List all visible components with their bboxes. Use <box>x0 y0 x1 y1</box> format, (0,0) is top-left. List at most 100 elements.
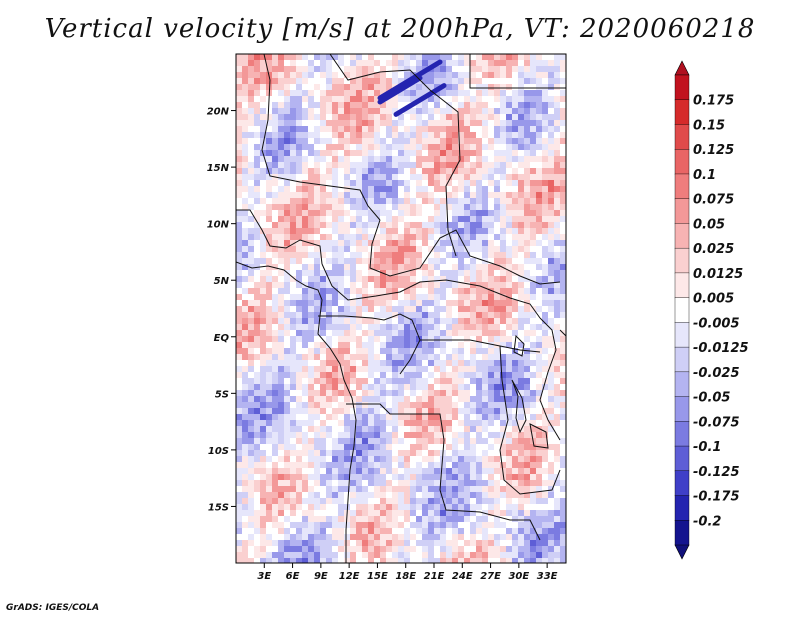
field-cell <box>428 426 435 433</box>
field-cell <box>368 114 375 121</box>
field-cell <box>416 420 423 427</box>
field-cell <box>464 60 471 67</box>
field-cell <box>452 162 459 169</box>
field-cell <box>518 78 525 85</box>
field-cell <box>368 174 375 181</box>
field-cell <box>494 390 501 397</box>
field-cell <box>320 144 327 151</box>
field-cell <box>326 480 333 487</box>
field-cell <box>368 468 375 475</box>
field-cell <box>296 234 303 241</box>
field-cell <box>350 234 357 241</box>
field-cell <box>458 342 465 349</box>
field-cell <box>452 474 459 481</box>
field-cell <box>374 438 381 445</box>
field-cell <box>284 408 291 415</box>
field-cell <box>254 228 261 235</box>
field-cell <box>272 450 279 457</box>
field-cell <box>290 384 297 391</box>
field-cell <box>380 366 387 373</box>
field-cell <box>548 504 555 511</box>
field-cell <box>482 552 489 559</box>
colorbar-label: -0.05 <box>693 391 730 406</box>
field-cell <box>470 486 477 493</box>
field-cell <box>428 126 435 133</box>
field-cell <box>530 132 537 139</box>
field-cell <box>446 372 453 379</box>
field-cell <box>332 432 339 439</box>
field-cell <box>278 330 285 337</box>
field-cell <box>272 396 279 403</box>
field-cell <box>374 54 381 61</box>
field-cell <box>344 534 351 541</box>
field-cell <box>302 474 309 481</box>
field-cell <box>248 54 255 61</box>
field-cell <box>242 102 249 109</box>
field-cell <box>440 174 447 181</box>
field-cell <box>284 516 291 523</box>
field-cell <box>236 462 243 469</box>
field-cell <box>296 192 303 199</box>
field-cell <box>362 534 369 541</box>
field-cell <box>290 186 297 193</box>
field-cell <box>494 552 501 559</box>
field-cell <box>410 462 417 469</box>
field-cell <box>290 474 297 481</box>
field-cell <box>500 282 507 289</box>
field-cell <box>530 552 537 559</box>
field-cell <box>524 552 531 559</box>
field-cell <box>506 450 513 457</box>
field-cell <box>260 486 267 493</box>
field-cell <box>386 552 393 559</box>
field-cell <box>518 504 525 511</box>
field-cell <box>356 330 363 337</box>
field-cell <box>326 90 333 97</box>
field-cell <box>500 330 507 337</box>
field-cell <box>518 174 525 181</box>
field-cell <box>308 342 315 349</box>
field-cell <box>386 132 393 139</box>
field-cell <box>368 528 375 535</box>
field-cell <box>302 396 309 403</box>
field-cell <box>320 180 327 187</box>
field-cell <box>542 168 549 175</box>
field-cell <box>548 282 555 289</box>
field-cell <box>362 66 369 73</box>
field-cell <box>266 354 273 361</box>
field-cell <box>380 84 387 91</box>
field-cell <box>494 54 501 61</box>
field-cell <box>266 234 273 241</box>
field-cell <box>536 390 543 397</box>
field-cell <box>518 312 525 319</box>
field-cell <box>494 198 501 205</box>
field-cell <box>476 528 483 535</box>
field-cell <box>254 180 261 187</box>
field-cell <box>254 384 261 391</box>
field-cell <box>434 444 441 451</box>
field-cell <box>464 522 471 529</box>
field-cell <box>236 504 243 511</box>
field-cell <box>434 318 441 325</box>
field-cell <box>404 168 411 175</box>
field-cell <box>542 276 549 283</box>
field-cell <box>380 174 387 181</box>
field-cell <box>260 270 267 277</box>
field-cell <box>374 66 381 73</box>
field-cell <box>530 294 537 301</box>
field-cell <box>380 282 387 289</box>
field-cell <box>404 492 411 499</box>
field-cell <box>512 276 519 283</box>
field-cell <box>338 270 345 277</box>
field-cell <box>422 408 429 415</box>
field-cell <box>290 66 297 73</box>
field-cell <box>380 168 387 175</box>
field-cell <box>236 384 243 391</box>
field-cell <box>290 162 297 169</box>
field-cell <box>296 132 303 139</box>
field-cell <box>482 300 489 307</box>
field-cell <box>506 240 513 247</box>
field-cell <box>518 294 525 301</box>
field-cell <box>344 456 351 463</box>
field-cell <box>332 222 339 229</box>
field-cell <box>404 246 411 253</box>
